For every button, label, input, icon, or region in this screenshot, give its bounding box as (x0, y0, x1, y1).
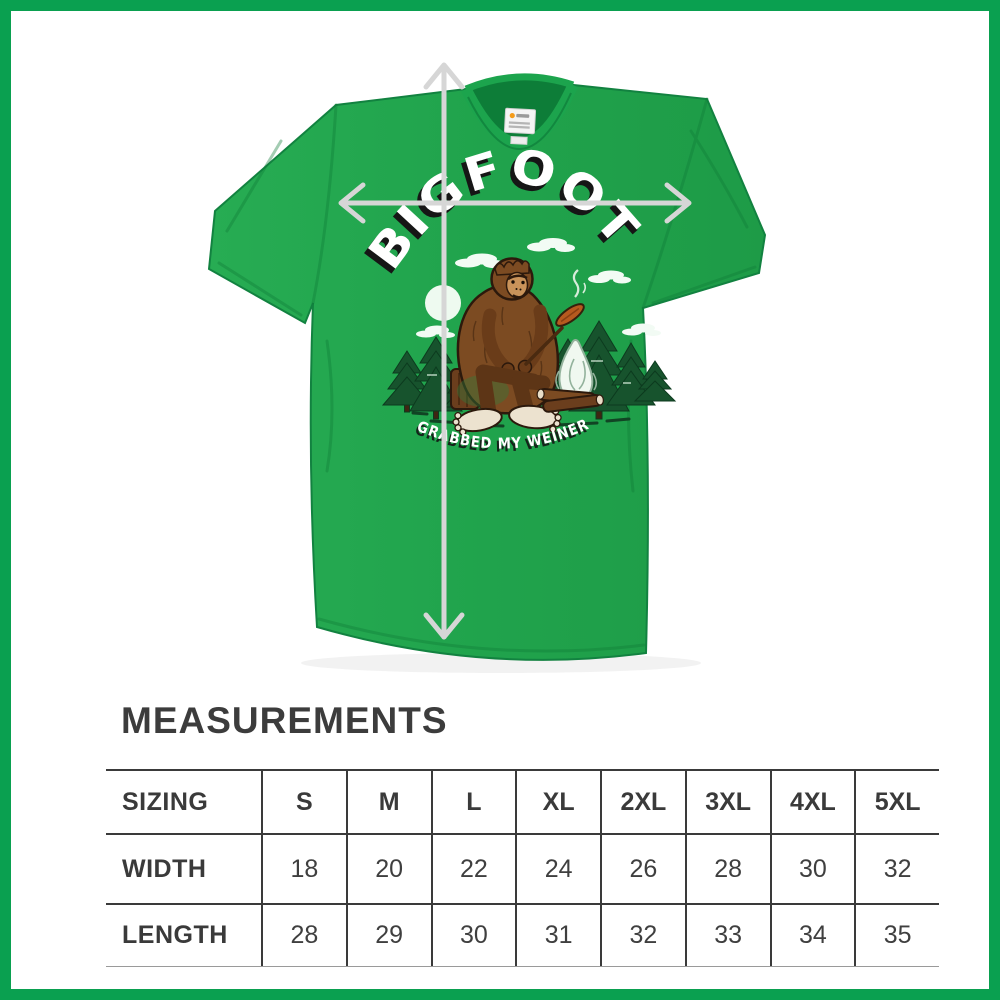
length-value-4xl: 34 (769, 905, 855, 966)
steam (572, 269, 587, 298)
roasting-stick (524, 326, 564, 366)
measure-arrows (338, 62, 692, 640)
table-header-xl: XL (515, 771, 600, 833)
bigfoot-figure (452, 257, 587, 436)
table-row-width: WIDTH 18 20 22 24 26 28 30 32 (106, 835, 939, 905)
campfire (536, 339, 604, 413)
length-row-label: LENGTH (122, 921, 228, 949)
table-row-sizing: SIZING S M L XL 2XL 3XL 4XL 5XL (106, 771, 939, 835)
length-value-5xl: 35 (854, 905, 939, 966)
hotdog (555, 303, 585, 327)
arrowhead-left-icon (338, 182, 366, 224)
width-value-s: 18 (261, 835, 346, 903)
arrowhead-right-icon (664, 182, 692, 224)
table-header-4xl: 4XL (769, 771, 855, 833)
table-header-2xl: 2XL (600, 771, 685, 833)
arrowhead-up-icon (423, 62, 465, 90)
table-header-5xl: 5XL (854, 771, 939, 833)
width-value-3xl: 28 (684, 835, 770, 903)
length-value-2xl: 32 (600, 905, 685, 966)
arrowhead-down-icon (423, 612, 465, 640)
length-measure-arrow (423, 62, 465, 640)
table-header-sizing: SIZING (122, 787, 209, 816)
length-value-m: 29 (345, 905, 431, 966)
table-row-length: LENGTH 28 29 30 31 32 33 34 35 (106, 905, 939, 967)
width-row-label: WIDTH (122, 854, 207, 883)
width-value-2xl: 26 (600, 835, 685, 903)
table-header-3xl: 3XL (684, 771, 770, 833)
table-header-s: S (261, 771, 346, 833)
neck-label (503, 107, 537, 145)
table-header-m: M (345, 771, 431, 833)
length-value-3xl: 33 (684, 905, 770, 966)
fire-logs (536, 387, 604, 413)
width-measure-arrow (338, 182, 692, 224)
sizing-table: SIZING S M L XL 2XL 3XL 4XL 5XL WIDTH 18… (106, 769, 939, 967)
width-value-5xl: 32 (854, 835, 939, 903)
length-value-s: 28 (261, 905, 346, 966)
width-value-l: 22 (430, 835, 516, 903)
fabric-folds (217, 97, 757, 653)
measurements-heading: MEASUREMENTS (121, 700, 448, 741)
width-value-xl: 24 (515, 835, 600, 903)
brand-logo-icon (509, 112, 515, 119)
tshirt-photo: BIGFOOT BIGFOOT GRABBED MY WEINER GRABBE… (207, 62, 767, 673)
length-value-xl: 31 (515, 905, 600, 966)
width-value-4xl: 30 (769, 835, 855, 903)
length-value-l: 30 (430, 905, 516, 966)
width-value-m: 20 (345, 835, 431, 903)
table-header-l: L (430, 771, 516, 833)
